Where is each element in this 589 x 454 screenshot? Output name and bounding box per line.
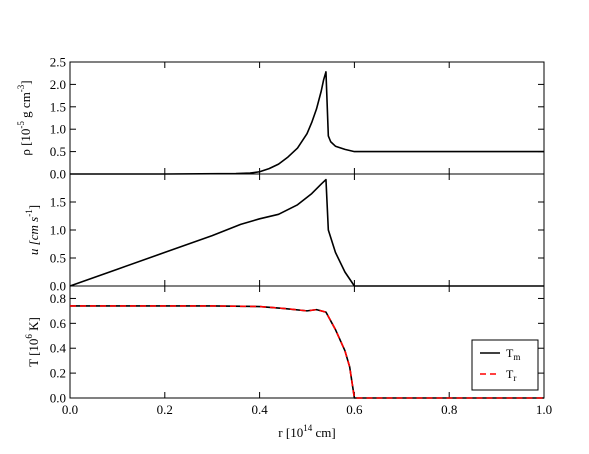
panel-density: 0.0 0.5 1.0 1.5 2.0 2.5 ρ [10-5 g cm-3] (16, 55, 545, 182)
density-ylabel-mid: g cm (18, 92, 33, 121)
panel-density-xticks (69, 62, 545, 174)
panel-density-yticks (70, 61, 544, 175)
legend-label-tm: Tm (506, 346, 520, 362)
panel-temperature-xtick-labels: 0.0 0.2 0.4 0.6 0.8 1.0 (62, 402, 552, 417)
legend-label-tm-sub: m (513, 352, 520, 362)
ytick-label: 0.0 (50, 391, 66, 406)
panel-velocity-series (69, 178, 544, 287)
series-line-t-r (70, 305, 544, 399)
temperature-ylabel-exp: 6 (24, 334, 34, 339)
xlabel-suffix: cm] (312, 425, 335, 440)
velocity-ylabel-exp: -1 (24, 209, 34, 217)
panel-temperature-ytick-labels: 0.0 0.2 0.4 0.6 0.8 (50, 291, 67, 406)
panel-temperature: 0.0 0.2 0.4 0.6 0.8 0.0 0.2 0.4 0.6 0.8 1.0 T [10… (24, 285, 552, 440)
ytick-label: 0.5 (50, 251, 66, 266)
legend-label-tm-base: T (506, 346, 514, 360)
xtick-label: 1.0 (536, 402, 552, 417)
legend-label-tr-base: T (506, 367, 514, 381)
panel-velocity-xticks (69, 174, 545, 286)
ytick-label: 1.5 (50, 195, 66, 210)
xlabel-prefix: r [10 (278, 425, 303, 440)
ytick-label: 1.0 (50, 223, 66, 238)
ytick-label: 0.6 (50, 316, 67, 331)
velocity-ylabel-suffix: ] (26, 205, 41, 209)
ytick-label: 1.5 (50, 99, 66, 114)
xtick-label: 0.8 (441, 402, 457, 417)
ytick-label: 0.0 (50, 167, 66, 182)
density-ylabel-prefix: ρ [10 (18, 129, 33, 156)
density-ylabel-exp: -5 (16, 121, 26, 129)
ytick-label: 1.0 (50, 122, 66, 137)
panel-temperature-series (70, 305, 544, 399)
ytick-label: 0.2 (50, 366, 66, 381)
panel-temperature-xticks (69, 286, 545, 398)
panel-velocity-yticks (70, 201, 544, 287)
panel-density-series (70, 71, 544, 175)
panel-density-ylabel: ρ [10-5 g cm-3] (16, 80, 33, 155)
velocity-ylabel-prefix: u [cm s (26, 217, 41, 255)
temperature-ylabel-suffix: K] (26, 317, 41, 334)
panel-density-ytick-labels: 0.0 0.5 1.0 1.5 2.0 2.5 (50, 55, 66, 182)
ytick-label: 0.5 (50, 144, 66, 159)
xtick-label: 0.2 (157, 402, 173, 417)
legend-label-tr: Tr (506, 367, 516, 383)
ytick-label: 2.0 (50, 77, 66, 92)
density-ylabel-exp2: -3 (16, 84, 26, 92)
panel-temperature-ylabel: T [106 K] (24, 317, 41, 367)
legend: Tm Tr (471, 339, 539, 391)
ytick-label: 2.5 (50, 55, 66, 70)
ytick-label: 0.0 (50, 279, 66, 294)
xtick-label: 0.4 (251, 402, 268, 417)
xtick-label: 0.6 (346, 402, 363, 417)
series-line-panel-velocity-0 (69, 178, 544, 287)
panel-velocity-frame (69, 173, 545, 287)
panel-velocity: 0.0 0.5 1.0 1.5 u [cm s-1] (24, 173, 545, 294)
ytick-label: 0.8 (50, 291, 66, 306)
legend-label-tr-sub: r (513, 373, 516, 383)
series-line-panel-density-0 (70, 71, 544, 175)
panel-density-frame (69, 61, 545, 175)
density-ylabel-suffix: ] (18, 80, 33, 84)
temperature-ylabel-prefix: T [10 (26, 339, 41, 367)
xlabel-exp: 14 (303, 423, 313, 433)
panel-temperature-frame (69, 285, 545, 399)
panel-velocity-ytick-labels: 0.0 0.5 1.0 1.5 (50, 195, 66, 294)
xtick-label: 0.0 (62, 402, 78, 417)
panel-temperature-xlabel: r [1014 cm] (278, 423, 335, 440)
legend-box (471, 339, 539, 391)
panel-velocity-ylabel: u [cm s-1] (24, 205, 41, 255)
ytick-label: 0.4 (50, 341, 67, 356)
